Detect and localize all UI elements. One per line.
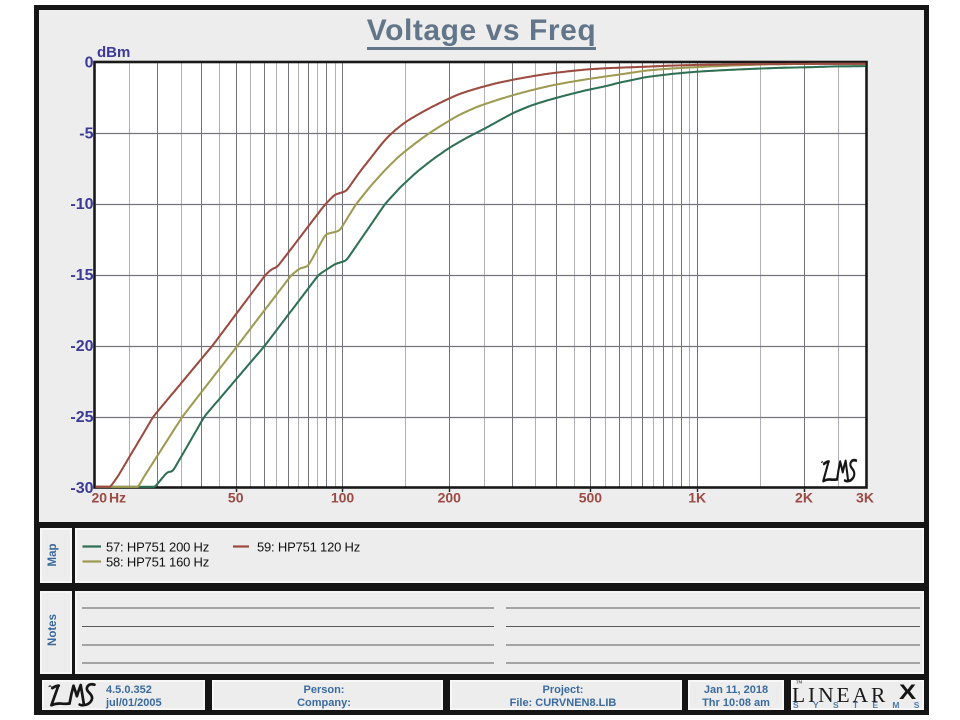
svg-text:-25: -25 (70, 409, 93, 426)
svg-text:100: 100 (331, 490, 355, 506)
svg-text:0: 0 (85, 54, 94, 71)
svg-text:59: HP751 120 Hz: 59: HP751 120 Hz (257, 539, 360, 554)
svg-text:50: 50 (228, 490, 244, 506)
svg-text:-15: -15 (70, 267, 93, 284)
svg-text:20: 20 (92, 490, 108, 506)
svg-text:200: 200 (438, 490, 462, 506)
svg-text:Hz: Hz (109, 490, 126, 506)
svg-text:-10: -10 (70, 196, 93, 213)
svg-text:-5: -5 (79, 125, 93, 142)
svg-text:57: HP751 200 Hz: 57: HP751 200 Hz (106, 539, 209, 554)
svg-text:3K: 3K (856, 490, 874, 506)
svg-text:-20: -20 (70, 338, 93, 355)
svg-text:500: 500 (579, 490, 603, 506)
svg-text:-30: -30 (70, 480, 93, 497)
svg-text:1K: 1K (688, 490, 706, 506)
svg-text:58: HP751 160 Hz: 58: HP751 160 Hz (106, 554, 209, 569)
svg-text:2K: 2K (795, 490, 813, 506)
svg-text:dBm: dBm (97, 44, 130, 61)
